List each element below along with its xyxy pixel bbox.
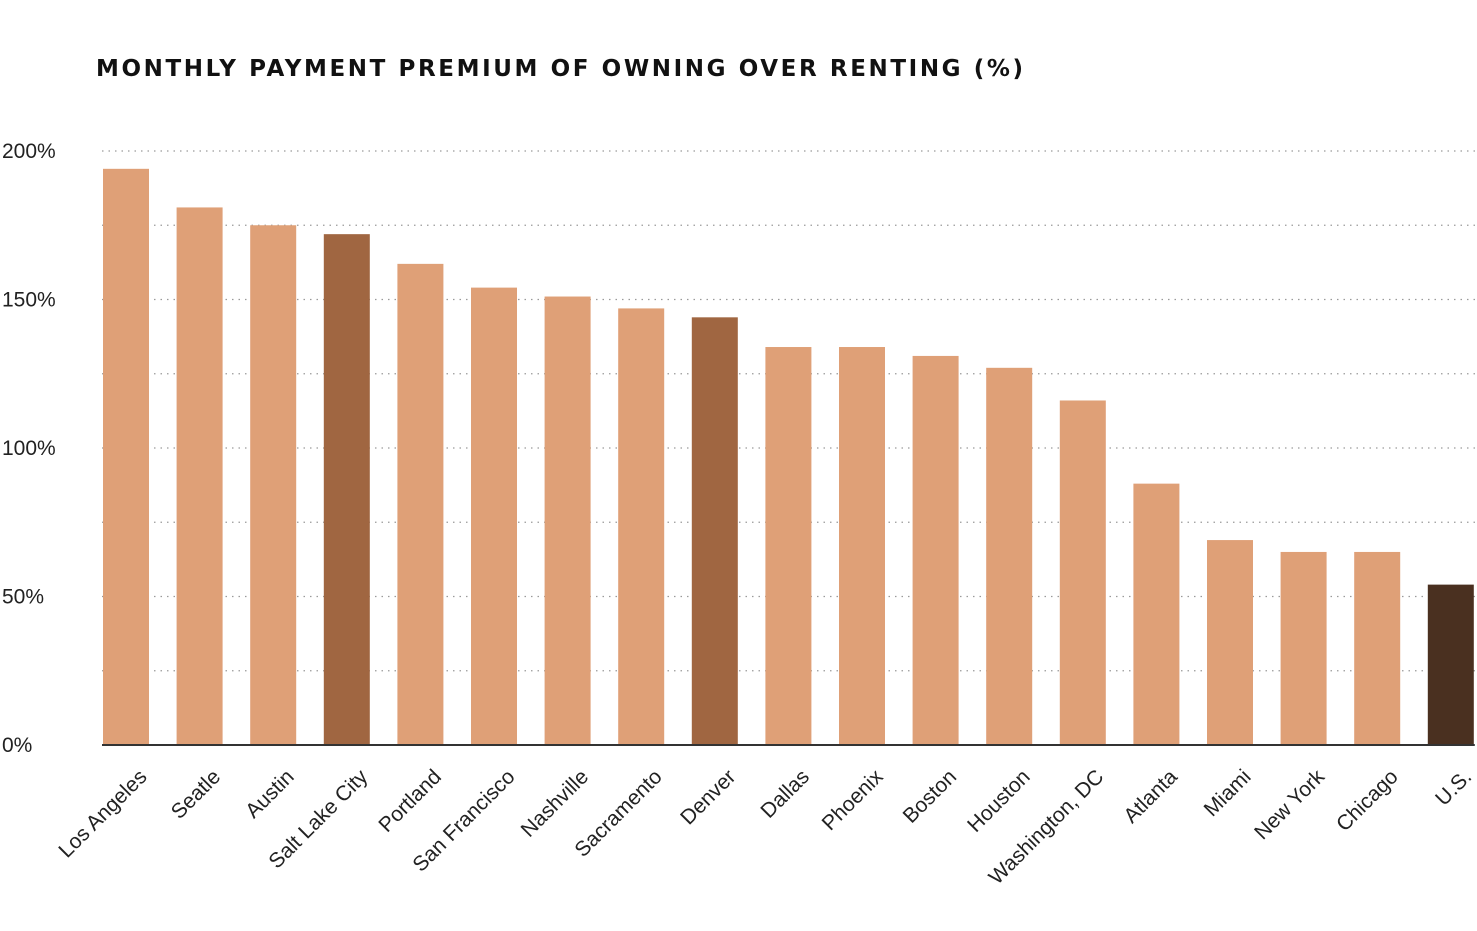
bar — [103, 168, 149, 745]
bar — [1207, 540, 1253, 745]
x-tick-label: Chicago — [1332, 765, 1403, 836]
x-tick-label: Los Angeles — [54, 765, 151, 862]
bar — [912, 355, 959, 745]
bar — [1280, 551, 1327, 745]
x-tick-label: Phoenix — [818, 765, 888, 835]
y-tick-label: 150% — [2, 289, 56, 312]
y-axis-tick-labels: 0% 50% 100% 150% 200% — [2, 140, 56, 757]
bar — [176, 207, 223, 745]
x-tick-label: Miami — [1200, 765, 1256, 821]
x-tick-label: Boston — [899, 765, 962, 828]
x-tick-label: New York — [1250, 765, 1329, 844]
bar — [250, 225, 297, 745]
y-tick-label: 0% — [2, 734, 32, 757]
bar — [471, 287, 517, 745]
bar — [618, 308, 665, 745]
bar — [1059, 400, 1106, 745]
bar — [1354, 551, 1401, 745]
x-tick-label: Denver — [676, 765, 740, 829]
bar — [1427, 584, 1474, 745]
bar — [323, 234, 370, 745]
x-tick-label: Seatle — [167, 765, 225, 823]
y-tick-label: 50% — [2, 586, 44, 609]
bar — [1133, 483, 1180, 745]
bar — [691, 317, 738, 745]
bar — [397, 263, 444, 745]
x-tick-label: U.S. — [1431, 765, 1476, 810]
bar — [839, 347, 885, 745]
x-tick-label: Austin — [241, 765, 299, 823]
chart-title: MONTHLY PAYMENT PREMIUM OF OWNING OVER R… — [96, 56, 1026, 82]
y-tick-label: 100% — [2, 437, 56, 460]
x-tick-label: Dallas — [756, 765, 814, 823]
bar — [986, 367, 1033, 745]
x-tick-label: Portland — [374, 765, 446, 837]
bars — [103, 168, 1474, 745]
x-tick-label: Nashville — [517, 765, 594, 842]
bar — [544, 296, 591, 745]
x-tick-label: Houston — [963, 765, 1035, 837]
bar — [765, 347, 812, 745]
y-tick-label: 200% — [2, 140, 56, 163]
x-tick-label: Atlanta — [1119, 765, 1182, 828]
